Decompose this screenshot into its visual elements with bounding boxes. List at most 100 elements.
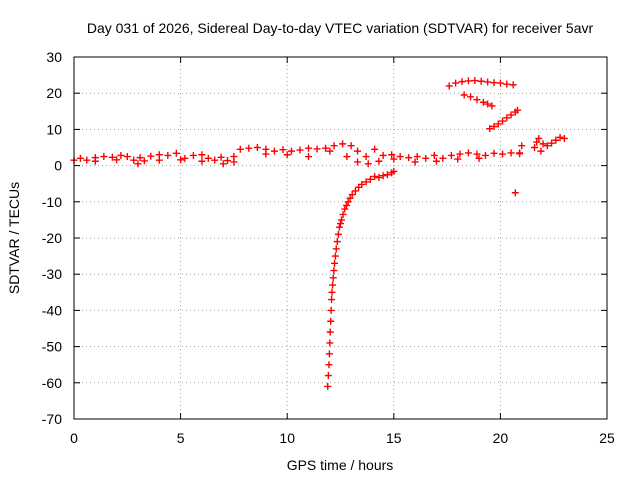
data-point (108, 153, 116, 161)
y-tick-label: 0 (54, 158, 62, 174)
data-point (413, 153, 421, 161)
data-point (331, 252, 339, 260)
data-point (341, 205, 349, 213)
data-point (475, 154, 483, 162)
data-point (405, 154, 413, 162)
data-point (531, 144, 539, 151)
data-point (388, 151, 396, 159)
data-point (496, 79, 504, 87)
y-tick-label: 30 (46, 49, 62, 65)
y-tick-label: -20 (42, 230, 62, 246)
data-point (467, 93, 475, 101)
data-point (296, 146, 304, 154)
data-point (327, 317, 335, 325)
data-point (217, 153, 225, 161)
data-point (325, 361, 333, 369)
data-point (331, 259, 339, 267)
data-point (507, 149, 515, 157)
data-point (452, 79, 460, 87)
x-tick-label: 15 (386, 430, 402, 446)
data-point (347, 142, 355, 150)
data-point (83, 156, 91, 164)
data-point (548, 139, 556, 147)
data-point (486, 125, 494, 133)
series-right-cluster (511, 133, 568, 197)
x-axis-title: GPS time / hours (287, 457, 394, 473)
data-point (454, 155, 462, 163)
data-point (204, 154, 212, 162)
data-point (556, 133, 564, 141)
data-point (123, 153, 131, 161)
y-axis-title: SDTVAR / TECUs (6, 182, 22, 294)
data-point (473, 150, 481, 158)
grid-lines (74, 57, 607, 419)
data-point (324, 372, 332, 380)
data-point (224, 157, 232, 165)
x-tick-label: 25 (599, 430, 615, 446)
data-point (375, 157, 383, 165)
data-point (177, 156, 185, 164)
data-point (326, 328, 334, 336)
data-point (172, 149, 180, 157)
data-point (211, 156, 219, 164)
series-lower-band (91, 147, 483, 168)
data-point (354, 158, 362, 166)
series-upper-arc (445, 77, 517, 90)
data-point (91, 157, 99, 165)
data-point (543, 142, 551, 150)
data-point (327, 306, 335, 314)
data-point (287, 147, 295, 155)
data-point (537, 147, 545, 155)
data-point (490, 123, 498, 131)
data-point (262, 150, 270, 158)
plot-frame (73, 56, 608, 420)
data-point (343, 153, 351, 161)
data-point (76, 154, 84, 162)
data-point (494, 120, 502, 128)
data-point (375, 174, 383, 182)
data-point (329, 274, 337, 282)
data-point (490, 149, 498, 157)
data-point (422, 154, 430, 162)
data-point (219, 160, 227, 168)
series-main-band (70, 140, 524, 165)
data-point (503, 114, 511, 122)
data-point (283, 151, 291, 159)
data-point (371, 145, 379, 153)
data-point (488, 102, 496, 110)
data-point (354, 147, 362, 155)
data-point (535, 134, 543, 142)
y-tick-label: -50 (42, 339, 62, 355)
data-point (499, 150, 507, 158)
data-point (518, 142, 526, 150)
x-tick-label: 0 (70, 430, 78, 446)
data-point (113, 156, 121, 164)
data-points (70, 77, 568, 390)
data-point (270, 147, 278, 155)
data-point (539, 140, 547, 148)
data-point (439, 154, 447, 162)
data-point (332, 245, 340, 253)
data-point (432, 157, 440, 165)
data-point (198, 157, 206, 165)
data-point (383, 171, 391, 179)
data-point (499, 117, 507, 125)
data-point (471, 77, 479, 85)
series-descent-branch (324, 167, 398, 390)
data-point (366, 175, 374, 183)
data-point (371, 172, 379, 180)
data-point (390, 155, 398, 163)
data-point (328, 296, 336, 304)
data-point (481, 151, 489, 159)
data-point (458, 78, 466, 86)
data-point (516, 149, 524, 157)
data-point (479, 98, 487, 106)
data-point (337, 220, 344, 228)
data-point (339, 140, 347, 148)
data-point (503, 80, 511, 88)
data-point (348, 191, 356, 199)
data-point (181, 154, 189, 162)
data-point (513, 106, 521, 114)
data-point (326, 339, 334, 347)
data-point (117, 151, 125, 159)
